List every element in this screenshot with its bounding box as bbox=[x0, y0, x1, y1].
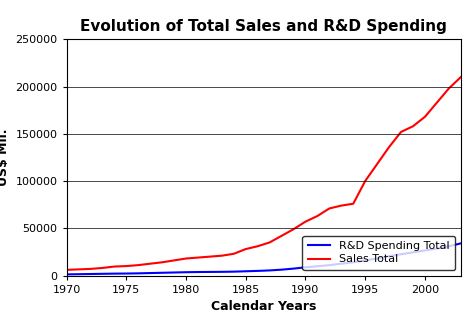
R&D Spending Total bbox=[207, 270, 213, 274]
R&D Spending Total bbox=[386, 254, 392, 258]
R&D Spending Total bbox=[76, 272, 81, 276]
Sales Total bbox=[291, 227, 296, 231]
Sales Total bbox=[410, 124, 416, 128]
R&D Spending Total bbox=[446, 244, 452, 248]
R&D Spending Total bbox=[171, 271, 177, 275]
R&D Spending Total bbox=[279, 268, 285, 272]
R&D Spending Total bbox=[99, 272, 105, 276]
Sales Total bbox=[87, 267, 93, 271]
Sales Total bbox=[303, 220, 308, 224]
R&D Spending Total bbox=[267, 268, 273, 272]
Sales Total bbox=[326, 207, 332, 211]
Sales Total bbox=[422, 115, 428, 119]
Sales Total bbox=[434, 101, 440, 105]
R&D Spending Total bbox=[374, 256, 380, 260]
R&D Spending Total bbox=[410, 250, 416, 254]
R&D Spending Total bbox=[351, 260, 356, 264]
Sales Total bbox=[398, 130, 404, 134]
Sales Total bbox=[76, 267, 81, 271]
Sales Total bbox=[279, 234, 285, 238]
Sales Total bbox=[64, 268, 69, 272]
R&D Spending Total bbox=[147, 271, 153, 275]
R&D Spending Total bbox=[243, 269, 248, 273]
R&D Spending Total bbox=[231, 270, 237, 274]
Line: R&D Spending Total: R&D Spending Total bbox=[66, 243, 461, 275]
Sales Total bbox=[446, 87, 452, 91]
Sales Total bbox=[374, 162, 380, 166]
Sales Total bbox=[255, 244, 260, 248]
Sales Total bbox=[207, 255, 213, 258]
Sales Total bbox=[135, 263, 141, 267]
R&D Spending Total bbox=[398, 252, 404, 256]
Sales Total bbox=[386, 145, 392, 149]
Sales Total bbox=[351, 202, 356, 206]
Title: Evolution of Total Sales and R&D Spending: Evolution of Total Sales and R&D Spendin… bbox=[80, 19, 447, 34]
R&D Spending Total bbox=[338, 262, 344, 266]
R&D Spending Total bbox=[255, 269, 260, 273]
Sales Total bbox=[159, 260, 165, 264]
R&D Spending Total bbox=[362, 258, 368, 262]
Sales Total bbox=[362, 179, 368, 183]
R&D Spending Total bbox=[159, 271, 165, 275]
Y-axis label: US$ Mil.: US$ Mil. bbox=[0, 129, 10, 186]
R&D Spending Total bbox=[458, 241, 464, 245]
R&D Spending Total bbox=[112, 272, 117, 276]
R&D Spending Total bbox=[195, 270, 201, 274]
Legend: R&D Spending Total, Sales Total: R&D Spending Total, Sales Total bbox=[303, 236, 455, 270]
R&D Spending Total bbox=[326, 263, 332, 267]
Sales Total bbox=[338, 204, 344, 208]
Sales Total bbox=[231, 252, 237, 256]
X-axis label: Calendar Years: Calendar Years bbox=[211, 300, 316, 313]
Sales Total bbox=[99, 266, 105, 270]
Line: Sales Total: Sales Total bbox=[66, 77, 461, 270]
R&D Spending Total bbox=[291, 267, 296, 271]
R&D Spending Total bbox=[219, 270, 225, 274]
R&D Spending Total bbox=[422, 249, 428, 253]
R&D Spending Total bbox=[87, 272, 93, 276]
Sales Total bbox=[267, 240, 273, 244]
Sales Total bbox=[171, 258, 177, 262]
R&D Spending Total bbox=[434, 247, 440, 251]
Sales Total bbox=[112, 265, 117, 269]
R&D Spending Total bbox=[303, 265, 308, 269]
R&D Spending Total bbox=[183, 270, 189, 274]
Sales Total bbox=[219, 254, 225, 258]
R&D Spending Total bbox=[124, 272, 129, 276]
Sales Total bbox=[147, 262, 153, 266]
Sales Total bbox=[124, 264, 129, 268]
R&D Spending Total bbox=[135, 271, 141, 275]
Sales Total bbox=[243, 247, 248, 251]
Sales Total bbox=[314, 214, 320, 218]
Sales Total bbox=[458, 75, 464, 79]
R&D Spending Total bbox=[64, 273, 69, 277]
Sales Total bbox=[183, 256, 189, 260]
Sales Total bbox=[195, 256, 201, 259]
R&D Spending Total bbox=[314, 264, 320, 268]
